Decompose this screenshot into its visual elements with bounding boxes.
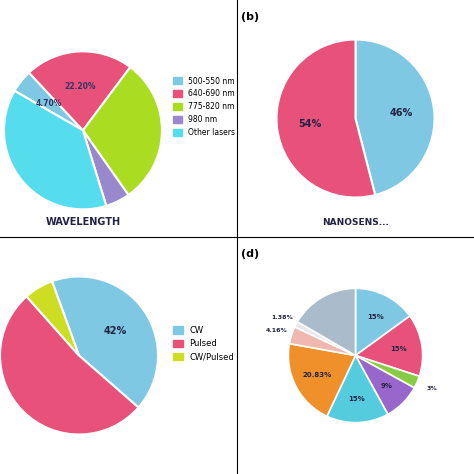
Text: 4.70%: 4.70% <box>36 99 62 108</box>
Wedge shape <box>327 356 388 423</box>
Wedge shape <box>290 327 356 356</box>
Text: 42%: 42% <box>103 326 127 336</box>
Wedge shape <box>288 344 356 416</box>
Wedge shape <box>29 51 130 130</box>
Text: WAVELENGTH: WAVELENGTH <box>46 217 120 227</box>
Text: NANOSENS...: NANOSENS... <box>322 218 389 227</box>
Wedge shape <box>4 91 106 210</box>
Wedge shape <box>356 356 419 388</box>
Text: (d): (d) <box>241 249 259 259</box>
Wedge shape <box>15 73 83 130</box>
Wedge shape <box>276 39 375 198</box>
Text: 54%: 54% <box>299 119 322 129</box>
Wedge shape <box>356 316 423 376</box>
Text: 4.16%: 4.16% <box>265 328 287 333</box>
Legend: 500-550 nm, 640-690 nm, 775-820 nm, 980 nm, Other lasers: 500-550 nm, 640-690 nm, 775-820 nm, 980 … <box>170 73 238 140</box>
Wedge shape <box>297 288 356 356</box>
Text: 15%: 15% <box>367 314 383 320</box>
Text: 3%: 3% <box>426 386 437 391</box>
Wedge shape <box>83 67 162 195</box>
Text: 46%: 46% <box>389 108 412 118</box>
Legend: CW, Pulsed, CW/Pulsed: CW, Pulsed, CW/Pulsed <box>170 323 237 365</box>
Wedge shape <box>295 322 356 356</box>
Wedge shape <box>356 356 414 414</box>
Text: 15%: 15% <box>390 346 407 352</box>
Wedge shape <box>356 39 435 195</box>
Text: 20.83%: 20.83% <box>302 373 331 378</box>
Wedge shape <box>83 130 128 206</box>
Text: (b): (b) <box>241 12 259 22</box>
Wedge shape <box>0 296 138 435</box>
Text: 22.20%: 22.20% <box>65 82 96 91</box>
Text: 9%: 9% <box>380 383 392 389</box>
Wedge shape <box>27 281 79 356</box>
Text: 1.38%: 1.38% <box>271 315 293 319</box>
Wedge shape <box>52 276 158 408</box>
Wedge shape <box>356 288 410 356</box>
Text: 15%: 15% <box>348 396 365 402</box>
